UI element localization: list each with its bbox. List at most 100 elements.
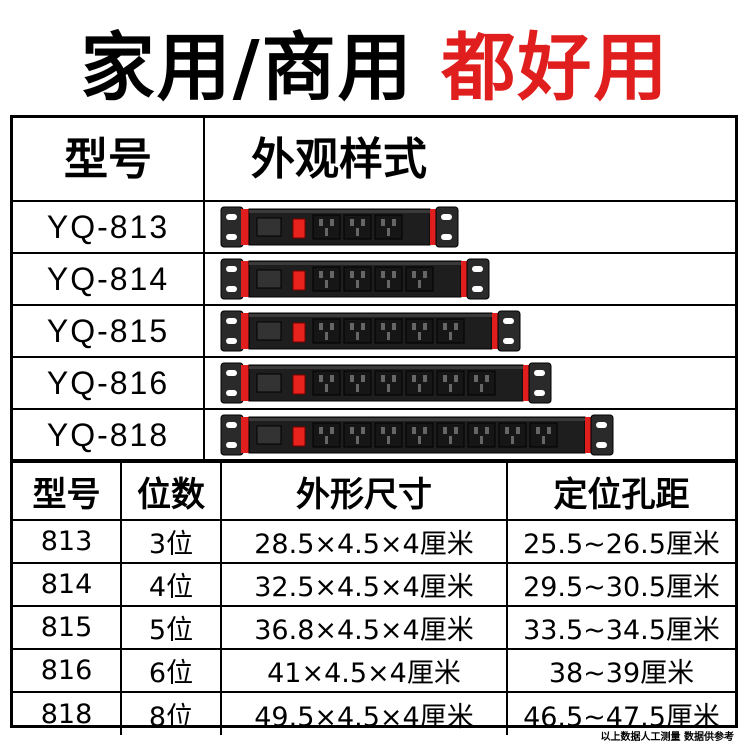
- outlet-slot: [449, 436, 452, 444]
- strip-highlight: [249, 262, 461, 265]
- appearance-table-header: 型号 外观样式: [13, 118, 735, 202]
- outlet-slot: [412, 323, 416, 330]
- outlet-slot: [392, 427, 396, 434]
- mounting-bracket-left: [220, 258, 244, 300]
- model-row: YQ-818: [13, 410, 735, 461]
- outlet-slot: [392, 219, 396, 226]
- bracket-hole: [226, 390, 237, 396]
- outlet: [436, 422, 465, 448]
- outlet-slot: [381, 219, 385, 226]
- bracket-hole: [441, 214, 452, 220]
- bracket-hole: [226, 442, 237, 448]
- headline-main: 家用/商用: [80, 25, 414, 111]
- outlet-slot: [423, 375, 427, 382]
- model-row: YQ-813: [13, 202, 735, 254]
- outlet: [374, 318, 403, 344]
- outlet: [343, 266, 372, 292]
- outlet: [343, 422, 372, 448]
- outlet-slot: [449, 384, 452, 392]
- outlet-slot: [330, 271, 334, 278]
- outlet-slot: [319, 375, 323, 382]
- outlet-slot: [511, 436, 514, 444]
- spec-row: 813 3位 28.5×4.5×4厘米 25.5~26.5厘米: [13, 519, 735, 564]
- outlet: [312, 318, 341, 344]
- power-strip-image: [220, 310, 521, 352]
- mounting-bracket-right: [466, 258, 490, 300]
- bracket-hole: [226, 266, 237, 272]
- mounting-bracket-right: [435, 206, 459, 248]
- outlet-slot: [381, 427, 385, 434]
- outlet-slot: [387, 280, 390, 288]
- outlet-slot: [361, 271, 365, 278]
- outlet-slot: [361, 323, 365, 330]
- model-name: YQ-815: [13, 306, 205, 356]
- outlet-slot: [480, 436, 483, 444]
- spec-header-outlets: 位数: [120, 461, 222, 521]
- outlet-slot: [449, 332, 452, 340]
- outlet-slot: [418, 332, 421, 340]
- outlet: [529, 422, 558, 448]
- outlet-slot: [356, 384, 359, 392]
- footnote: 以上数据人工测量 数据供参考: [600, 732, 734, 743]
- outlet-slot: [443, 427, 447, 434]
- bracket-hole: [226, 286, 237, 292]
- spec-dimensions: 36.8×4.5×4厘米: [220, 605, 508, 650]
- outlet-slot: [381, 271, 385, 278]
- spec-hole-distance: 38~39厘米: [506, 648, 735, 693]
- outlet: [405, 370, 434, 396]
- outlet-slot: [330, 427, 334, 434]
- spec-header-hole-distance: 定位孔距: [506, 461, 735, 521]
- model-row: YQ-816: [13, 358, 735, 410]
- strip-highlight: [249, 366, 523, 369]
- spec-dimensions: 49.5×4.5×4厘米: [220, 691, 508, 735]
- outlet-slot: [381, 323, 385, 330]
- outlet-slot: [418, 436, 421, 444]
- bracket-hole: [441, 234, 452, 240]
- bracket-hole: [226, 214, 237, 220]
- header-appearance: 外观样式: [251, 134, 427, 185]
- model-name: YQ-816: [13, 358, 205, 408]
- bracket-hole: [596, 442, 607, 448]
- end-cap-left: [241, 365, 249, 401]
- outlet: [312, 214, 341, 240]
- end-cap-left: [241, 209, 249, 245]
- outlet-slot: [319, 427, 323, 434]
- mounting-bracket-right: [497, 310, 521, 352]
- outlet: [374, 422, 403, 448]
- outlet-slot: [325, 228, 328, 236]
- power-switch: [292, 270, 306, 291]
- outlet: [405, 422, 434, 448]
- outlet-slot: [350, 271, 354, 278]
- mounting-bracket-left: [220, 310, 244, 352]
- end-cap-right: [430, 209, 438, 245]
- label-plate: [256, 425, 282, 445]
- outlet-slot: [381, 375, 385, 382]
- spec-outlets: 3位: [120, 519, 222, 564]
- outlet: [467, 422, 496, 448]
- power-strip-image: [220, 362, 552, 404]
- spec-table: 型号 位数 外形尺寸 定位孔距 813 3位 28.5×4.5×4厘米 25.5…: [13, 461, 735, 735]
- outlet-slot: [350, 323, 354, 330]
- outlet-frame: [343, 214, 372, 240]
- outlet-slot: [423, 323, 427, 330]
- end-cap-right: [523, 365, 531, 401]
- mounting-bracket-right: [590, 414, 614, 456]
- bracket-hole: [226, 422, 237, 428]
- bracket-hole: [226, 338, 237, 344]
- outlet: [498, 422, 527, 448]
- outlet: [436, 370, 465, 396]
- mounting-bracket-left: [220, 206, 244, 248]
- outlet-slot: [485, 427, 489, 434]
- spec-outlets: 6位: [120, 648, 222, 693]
- outlet-slot: [356, 228, 359, 236]
- outlet-slot: [547, 427, 551, 434]
- model-row: YQ-814: [13, 254, 735, 306]
- outlet: [405, 266, 434, 292]
- strip-highlight: [249, 314, 492, 317]
- power-strip-image: [220, 414, 614, 456]
- outlet-slot: [350, 219, 354, 226]
- spec-model: 813: [13, 519, 122, 564]
- bracket-hole: [226, 370, 237, 376]
- outlet: [467, 370, 496, 396]
- spec-row: 814 4位 32.5×4.5×4厘米 29.5~30.5厘米: [13, 562, 735, 607]
